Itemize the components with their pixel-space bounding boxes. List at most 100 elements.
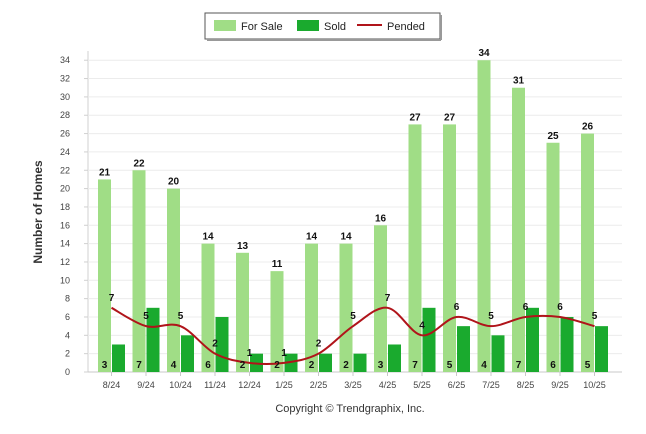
bar-for-sale-4/25 [374, 225, 387, 372]
bar-sold-7/25 [491, 335, 505, 372]
label-sold-4/25: 3 [378, 360, 384, 371]
bar-for-sale-9/24 [132, 170, 146, 372]
label-for-sale-1/25: 11 [272, 259, 283, 270]
legend-label-for-sale: For Sale [241, 21, 283, 33]
legend-label-pended: Pended [387, 21, 425, 33]
data-labels: 2132272041461321121421421632772753443172… [99, 48, 598, 371]
label-sold-6/25: 5 [447, 360, 453, 371]
label-for-sale-7/25: 34 [478, 48, 490, 59]
y-tick-label-22: 22 [60, 165, 70, 175]
label-sold-8/25: 7 [516, 360, 522, 371]
label-for-sale-9/25: 25 [547, 131, 559, 142]
x-tick-label-1/25: 1/25 [275, 380, 293, 390]
label-for-sale-11/24: 14 [202, 232, 214, 243]
y-tick-label-24: 24 [60, 147, 70, 157]
pended-line [111, 306, 595, 365]
bar-sold-2/25 [319, 353, 332, 372]
legend-swatch-sold [297, 20, 319, 31]
x-tick-label-5/25: 5/25 [413, 380, 431, 390]
x-tick-label-3/25: 3/25 [344, 380, 362, 390]
bar-sold-4/25 [388, 344, 401, 372]
legend: For Sale Sold Pended [204, 12, 442, 41]
bar-for-sale-8/25 [512, 87, 525, 372]
x-tick-label-6/25: 6/25 [448, 380, 466, 390]
bar-for-sale-8/24 [98, 179, 111, 372]
x-tick-label-7/25: 7/25 [482, 380, 500, 390]
label-for-sale-10/24: 20 [168, 177, 180, 188]
label-sold-10/25: 5 [585, 360, 591, 371]
x-tick-label-9/24: 9/24 [137, 380, 155, 390]
label-sold-12/24: 2 [240, 360, 246, 371]
x-tick-label-10/25: 10/25 [583, 380, 606, 390]
label-for-sale-5/25: 27 [409, 112, 421, 123]
x-tick-label-12/24: 12/24 [238, 380, 261, 390]
bar-sold-8/25 [526, 307, 539, 372]
y-tick-label-0: 0 [65, 367, 70, 377]
y-tick-label-18: 18 [60, 202, 70, 212]
legend-label-sold: Sold [324, 21, 346, 33]
label-pended-1/25: 1 [281, 348, 287, 359]
label-sold-9/25: 6 [550, 360, 556, 371]
label-for-sale-8/25: 31 [513, 76, 525, 87]
y-tick-label-16: 16 [60, 220, 70, 230]
bar-sold-8/24 [112, 344, 125, 372]
y-axis-title: Number of Homes [31, 160, 45, 264]
label-sold-11/24: 6 [205, 360, 211, 371]
label-for-sale-2/25: 14 [306, 232, 318, 243]
bar-for-sale-10/24 [167, 188, 180, 372]
label-pended-10/24: 5 [178, 311, 184, 322]
y-tick-label-6: 6 [65, 312, 70, 322]
bar-for-sale-9/25 [546, 142, 560, 372]
bar-for-sale-6/25 [443, 124, 456, 372]
label-sold-8/24: 3 [102, 360, 108, 371]
label-pended-4/25: 7 [385, 293, 391, 304]
y-tick-label-28: 28 [60, 110, 70, 120]
label-for-sale-8/24: 21 [99, 167, 111, 178]
y-tick-label-34: 34 [60, 55, 70, 65]
label-pended-12/24: 1 [247, 348, 253, 359]
legend-swatch-for-sale [214, 20, 236, 31]
label-sold-9/24: 7 [136, 360, 142, 371]
y-tick-label-26: 26 [60, 129, 70, 139]
label-sold-1/25: 2 [274, 360, 280, 371]
y-tick-label-2: 2 [65, 349, 70, 359]
label-pended-8/25: 6 [523, 302, 529, 313]
label-for-sale-3/25: 14 [340, 232, 352, 243]
bar-for-sale-7/25 [477, 60, 491, 372]
label-pended-6/25: 6 [454, 302, 460, 313]
label-sold-2/25: 2 [309, 360, 315, 371]
bar-for-sale-1/25 [270, 271, 284, 372]
bar-for-sale-3/25 [339, 243, 353, 372]
label-for-sale-12/24: 13 [237, 241, 249, 252]
label-pended-2/25: 2 [316, 339, 322, 350]
label-pended-9/25: 6 [557, 302, 563, 313]
label-pended-7/25: 5 [488, 311, 494, 322]
y-tick-label-10: 10 [60, 275, 70, 285]
legend-box [204, 12, 441, 40]
x-tick-label-9/25: 9/25 [551, 380, 569, 390]
bar-sold-3/25 [353, 353, 367, 372]
bar-sold-9/24 [146, 307, 160, 372]
bar-for-sale-5/25 [408, 124, 422, 372]
label-for-sale-4/25: 16 [375, 213, 387, 224]
bar-for-sale-12/24 [236, 252, 249, 372]
x-axis: 8/24 9/24 10/24 11/24 12/24 1/25 2/25 3/25 4/25 5… [103, 372, 606, 390]
x-tick-label-8/25: 8/25 [517, 380, 535, 390]
bar-sold-5/25 [422, 307, 436, 372]
bar-for-sale-2/25 [305, 243, 318, 372]
label-pended-9/24: 5 [143, 311, 149, 322]
x-tick-label-2/25: 2/25 [310, 380, 328, 390]
x-tick-label-8/24: 8/24 [103, 380, 121, 390]
pended-line-group [111, 306, 595, 365]
bar-for-sale-10/25 [581, 133, 594, 372]
y-tick-label-8: 8 [65, 294, 70, 304]
bar-sold-9/25 [560, 316, 574, 372]
y-tick-label-12: 12 [60, 257, 70, 267]
bar-sold-10/25 [595, 326, 608, 372]
label-pended-10/25: 5 [592, 311, 598, 322]
x-tick-label-10/24: 10/24 [169, 380, 192, 390]
label-pended-8/24: 7 [109, 293, 115, 304]
label-sold-7/25: 4 [481, 360, 487, 371]
